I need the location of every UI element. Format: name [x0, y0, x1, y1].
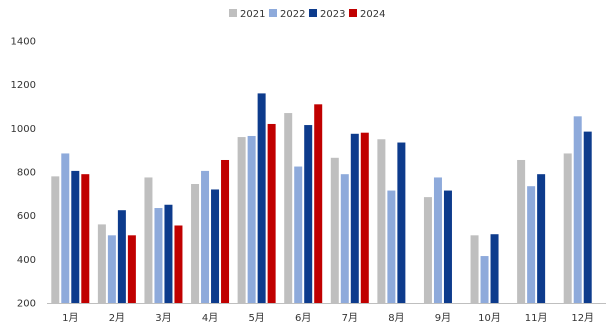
bar-2021-2月	[97, 224, 106, 303]
x-tick-label: 12月	[571, 312, 594, 324]
bar-2024-4月	[221, 159, 230, 303]
bar-2024-3月	[174, 225, 183, 303]
bar-2021-5月	[237, 137, 246, 303]
bar-2023-12月	[583, 131, 592, 303]
bar-2022-5月	[247, 135, 256, 303]
bar-2021-12月	[563, 153, 572, 303]
y-axis: 200 400 600 800 1000 1200 1400	[11, 37, 36, 310]
x-tick-label: 4月	[202, 312, 218, 324]
x-tick-label: 2月	[109, 312, 125, 324]
x-tick-label: 3月	[155, 312, 171, 324]
bar-2022-11月	[527, 186, 536, 303]
legend-swatch	[269, 9, 277, 17]
bar-2021-3月	[144, 177, 153, 303]
bar-2022-7月	[340, 174, 349, 303]
bar-2023-10月	[490, 234, 499, 303]
bar-2022-4月	[201, 170, 210, 303]
bar-2021-11月	[517, 159, 526, 303]
bar-2022-2月	[107, 235, 116, 303]
bar-2023-1月	[71, 170, 80, 303]
bar-2024-7月	[360, 132, 369, 303]
x-tick-label: 7月	[342, 312, 358, 324]
bars-group	[51, 93, 592, 304]
bar-2022-9月	[433, 177, 442, 303]
bar-2021-6月	[284, 113, 293, 303]
legend-label: 2024	[360, 9, 385, 20]
x-tick-label: 1月	[62, 312, 78, 324]
y-tick-label: 1400	[11, 37, 36, 48]
x-tick-label: 5月	[248, 312, 264, 324]
bar-2021-1月	[51, 176, 60, 303]
bar-2022-6月	[294, 166, 303, 303]
bar-2023-8月	[397, 142, 406, 303]
bar-2024-6月	[314, 104, 323, 303]
x-tick-label: 10月	[478, 312, 501, 324]
bar-2024-1月	[81, 174, 90, 303]
bar-2023-11月	[537, 174, 546, 303]
bar-2021-8月	[377, 139, 386, 303]
bar-2023-2月	[117, 210, 126, 303]
bar-2021-4月	[191, 184, 200, 303]
legend-label: 2021	[240, 9, 265, 20]
y-tick-label: 200	[17, 299, 36, 310]
bar-2022-10月	[480, 256, 489, 303]
bar-2022-3月	[154, 208, 163, 303]
y-tick-label: 1000	[11, 124, 36, 135]
bar-2022-1月	[61, 153, 70, 303]
legend-swatch	[349, 9, 357, 17]
legend-label: 2023	[320, 9, 345, 20]
x-tick-label: 8月	[388, 312, 404, 324]
bar-2022-12月	[573, 116, 582, 303]
y-tick-label: 400	[17, 255, 36, 266]
bar-2023-9月	[443, 190, 452, 303]
y-tick-label: 800	[17, 168, 36, 179]
bar-2021-9月	[423, 197, 432, 303]
bar-2024-2月	[127, 235, 136, 303]
bar-2024-5月	[267, 123, 276, 303]
x-tick-label: 9月	[435, 312, 451, 324]
legend-label: 2022	[280, 9, 305, 20]
legend: 2021 2022 2023 2024	[229, 9, 385, 20]
bar-2023-7月	[350, 133, 359, 303]
bar-2021-7月	[330, 157, 339, 303]
x-tick-label: 6月	[295, 312, 311, 324]
bar-2023-5月	[257, 93, 266, 304]
y-tick-label: 600	[17, 211, 36, 222]
x-axis: 1月 2月 3月 4月 5月 6月 7月 8月 9月 10月 11月 12月	[47, 303, 606, 324]
bar-2021-10月	[470, 235, 479, 303]
bar-2022-8月	[387, 190, 396, 303]
bar-2023-4月	[211, 189, 220, 303]
y-tick-label: 1200	[11, 80, 36, 91]
x-tick-label: 11月	[525, 312, 548, 324]
legend-swatch	[229, 9, 237, 17]
bar-2023-6月	[304, 125, 313, 303]
legend-swatch	[309, 9, 317, 17]
bar-2023-3月	[164, 204, 173, 303]
